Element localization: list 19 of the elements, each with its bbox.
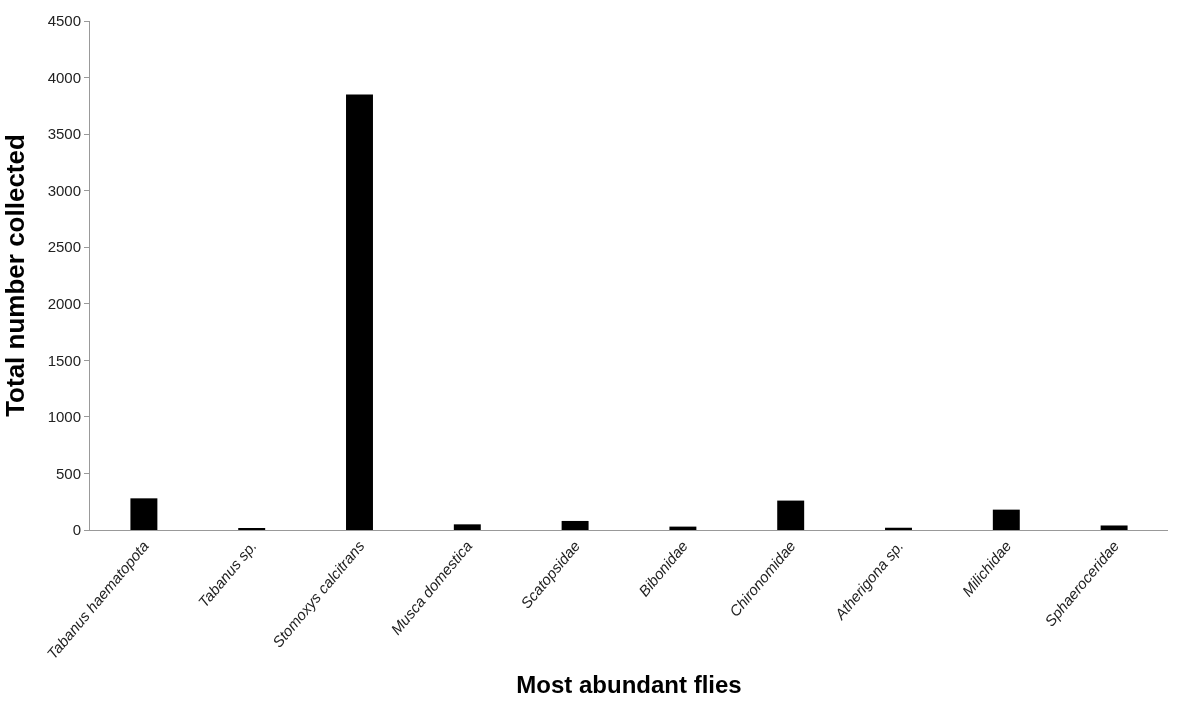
y-tick-label: 500 xyxy=(55,464,81,482)
y-tick-label: 2000 xyxy=(47,295,81,313)
y-tick-label: 4500 xyxy=(47,12,81,30)
x-axis-title: Most abundant flies xyxy=(516,671,742,699)
bar xyxy=(130,498,158,530)
y-tick-label: 1000 xyxy=(47,408,81,426)
y-tick-label: 4000 xyxy=(47,68,81,86)
y-tick-label: 0 xyxy=(72,521,81,539)
bar xyxy=(561,520,589,530)
y-tick-label: 3500 xyxy=(47,125,81,143)
y-axis-title: Total number collected xyxy=(0,134,31,417)
bar xyxy=(1100,525,1128,530)
y-tick-label: 2500 xyxy=(47,238,81,256)
bar xyxy=(453,524,481,530)
y-tick-label: 3000 xyxy=(47,181,81,199)
bar xyxy=(777,500,805,530)
y-tick-label: 1500 xyxy=(47,351,81,369)
bar xyxy=(992,509,1020,530)
bar xyxy=(346,94,373,530)
